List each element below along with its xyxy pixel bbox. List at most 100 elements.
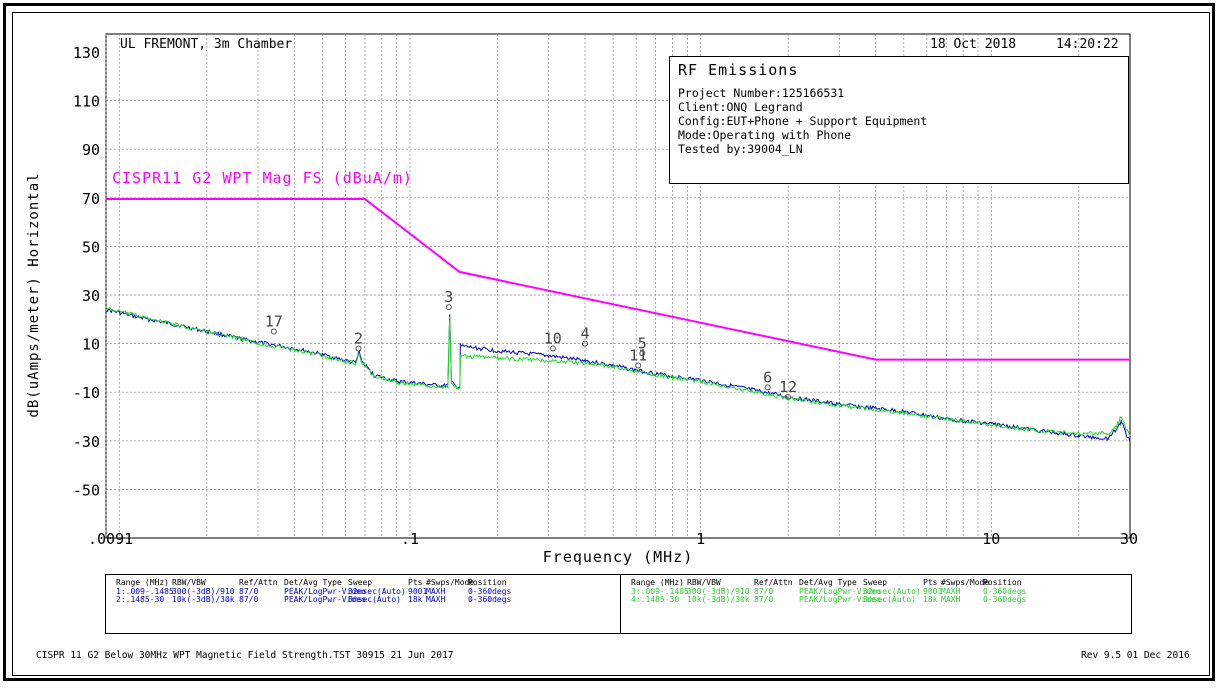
trace-line [105, 307, 1131, 442]
y-tick-label: 70 [82, 190, 100, 208]
site-label: UL FREMONT, 3m Chamber [120, 37, 293, 52]
sweep-cell: 0-360degs [983, 595, 1027, 604]
sweep-cell: PEAK/LogPwr-Video [284, 587, 366, 596]
footer-revision: Rev 9.5 01 Dec 2016 [1081, 650, 1190, 661]
x-tick-label: .0091 [88, 530, 133, 548]
x-axis-label: Frequency (MHz) [543, 548, 693, 566]
sweep-header: Sweep [348, 578, 373, 587]
sweep-cell: PEAK/LogPwr-Video [284, 595, 366, 604]
sweep-cell: 10k(-3dB)/30k [172, 595, 235, 604]
marker-point [549, 345, 556, 352]
marker-point [639, 350, 646, 357]
marker-point [785, 394, 792, 401]
sweep-cell: 1:.009-.1485 [116, 587, 174, 596]
sweep-cell: 0-360degs [468, 595, 512, 604]
marker-point [270, 328, 277, 335]
sweep-header: Pts [408, 578, 423, 587]
marker-label: 17 [265, 312, 283, 330]
marker-label: 4 [580, 325, 589, 343]
y-tick-label: 10 [82, 336, 100, 354]
trace-line [105, 307, 1131, 437]
sweep-header: Det/Avg Type [284, 578, 342, 587]
sweep-cell: 18k [923, 595, 938, 604]
config: Config:EUT+Phone + Support Equipment [678, 114, 928, 128]
y-tick-label: -50 [73, 481, 100, 499]
mode: Mode:Operating with Phone [678, 128, 852, 142]
sweep-cell: 87/0 [754, 595, 774, 604]
x-tick-label: .1 [401, 530, 419, 548]
sweep-header: Ref/Attn [754, 578, 793, 587]
sweep-header: #Swps/Mode [426, 578, 475, 587]
sweep-cell: 32msec(Auto) [348, 587, 406, 596]
y-tick-label: 130 [73, 44, 100, 62]
sweep-settings-table: Range (MHz) RBW/VBW Ref/Attn Det/Avg Type Sw… [105, 574, 1132, 634]
sweep-cell: 4:.1485-30 [631, 595, 680, 604]
sweep-header: Range (MHz) [631, 578, 684, 587]
marker-label: 11 [629, 346, 647, 364]
tested-by: Tested by:39004_LN [678, 142, 803, 156]
footer-test-file: CISPR 11 G2 Below 30MHz WPT Magnetic Fie… [36, 650, 454, 661]
sweep-cell: MAXH [426, 595, 446, 604]
sweep-header: #Swps/Mode [941, 578, 990, 587]
sweep-header: Range (MHz) [116, 578, 169, 587]
marker-label: 10 [544, 329, 562, 347]
inner-frame [12, 12, 1210, 676]
sweep-header: Det/Avg Type [799, 578, 857, 587]
sweep-header: Pts [923, 578, 938, 587]
y-tick-label: -30 [73, 433, 100, 451]
client: Client:ONQ Legrand [678, 100, 803, 114]
y-tick-label: 110 [73, 93, 100, 111]
sweep-cell: 300(-3dB)/910 [687, 587, 750, 596]
info-title: RF Emissions [678, 61, 799, 79]
sweep-cell: 8msec(Auto) [863, 595, 916, 604]
marker-label: 5 [638, 334, 647, 352]
sweep-cell: 8msec(Auto) [348, 595, 401, 604]
y-tick-label: -10 [73, 384, 100, 402]
sweep-cell: 9001 [923, 587, 943, 596]
sweep-cell: 18k [408, 595, 423, 604]
marker-point [581, 340, 588, 347]
sweep-cell: 3:.009-.1485 [631, 587, 689, 596]
sweep-cell: 10k(-3dB)/30k [687, 595, 750, 604]
sweep-header: RBW/VBW [172, 578, 206, 587]
marker-label: 6 [763, 368, 772, 386]
sweep-cell: MAXH [941, 587, 961, 596]
sweep-cell: 0-360degs [983, 587, 1027, 596]
sweep-header: RBW/VBW [687, 578, 721, 587]
marker-point [445, 304, 452, 311]
test-time: 14:20:22 [1056, 37, 1119, 52]
sweep-cell: MAXH [941, 595, 961, 604]
sweep-header: Sweep [863, 578, 888, 587]
x-tick-label: 1 [696, 530, 705, 548]
marker-point [355, 345, 362, 352]
marker-label: 12 [779, 378, 797, 396]
sweep-cell: 2:.1485-30 [116, 595, 165, 604]
outer-frame [3, 3, 1215, 681]
marker-label: 2 [354, 329, 363, 347]
sweep-cell: 9001 [408, 587, 428, 596]
x-tick-label: 10 [982, 530, 1000, 548]
info-box: RF Emissions Project Number:125166531 Cl… [669, 56, 1129, 184]
marker-point [635, 362, 642, 369]
y-tick-label: 50 [82, 238, 100, 256]
sweep-cell: PEAK/LogPwr-Video [799, 587, 881, 596]
sweep-cell: 300(-3dB)/910 [172, 587, 235, 596]
sweep-header: Position [983, 578, 1022, 587]
sweep-cell: 32msec(Auto) [863, 587, 921, 596]
sweep-cell: 87/0 [239, 595, 259, 604]
limit-line-label: CISPR11 G2 WPT Mag FS (dBuA/m) [112, 169, 413, 187]
sweep-cell: MAXH [426, 587, 446, 596]
marker-point [764, 384, 771, 391]
sweep-cell: 0-360degs [468, 587, 512, 596]
marker-label: 3 [444, 288, 453, 306]
sweep-cell: 87/0 [239, 587, 259, 596]
y-axis-label: dB(uAmps/meter) Horizontal [26, 172, 42, 417]
test-date: 18 Oct 2018 [930, 37, 1017, 52]
x-tick-label: 30 [1120, 530, 1138, 548]
limit-line [106, 198, 1130, 361]
sweep-cell: PEAK/LogPwr-Video [799, 595, 881, 604]
sweep-cell: 87/0 [754, 587, 774, 596]
y-tick-label: 30 [82, 287, 100, 305]
sweep-header: Position [468, 578, 507, 587]
